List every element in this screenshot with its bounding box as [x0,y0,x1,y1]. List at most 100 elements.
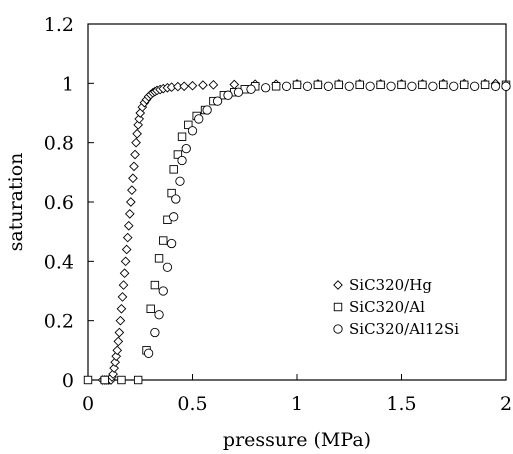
diamond-point [108,369,118,379]
legend-label: SiC320/Al12Si [349,320,459,338]
diamond-point [179,81,189,92]
circle-point [154,310,164,320]
diamond-point [119,268,130,279]
diamond-point [133,120,143,130]
circle-point [223,90,233,100]
series-circle [143,81,511,358]
diamond-point [198,80,208,90]
square-point [117,375,126,385]
square-point [100,375,109,385]
square-point [159,236,168,245]
diamond-point [126,197,136,207]
x-tick-label: 1.5 [386,393,416,415]
circle-point [246,84,256,94]
circle-point [323,81,333,91]
square-point [146,304,155,313]
square-point [83,375,93,385]
diamond-point [112,345,123,356]
square-point [150,280,160,290]
diamond-point [115,315,126,326]
circle-point [302,81,313,91]
diamond-point [208,79,219,90]
x-tick-label: 1 [291,393,303,415]
diamond-point [110,357,121,368]
square-point [167,188,176,198]
square-point [292,80,302,90]
circle-point [260,83,271,93]
circle-point [202,105,212,115]
y-tick-label: 0.4 [44,251,74,273]
diamond-point [130,149,140,160]
legend-label: SiC320/Hg [349,276,432,294]
diamond-point [229,79,240,90]
circle-point [143,348,154,358]
x-tick-label: 0 [82,393,94,415]
y-axis-title: saturation [5,153,27,252]
square-point [439,80,448,90]
legend-diamond-marker [333,280,343,290]
diamond-point [128,173,138,184]
y-tick-label: 1 [62,73,74,95]
square-point [133,375,143,385]
x-tick-label: 2 [500,393,512,415]
circle-point [469,81,480,91]
series-square [83,80,511,385]
square-point [184,120,193,130]
circle-point [365,81,375,91]
diamond-point [129,161,139,172]
diamond-point [124,209,135,219]
y-tick-label: 0.8 [44,133,74,155]
circle-point [194,114,204,124]
y-axis: 0 0.2 0.4 0.6 0.8 1 1.2 [44,14,94,392]
square-point [313,80,323,90]
series-diamond [97,78,501,385]
diamond-point [127,185,137,195]
circle-point [171,194,181,204]
square-point [397,80,406,90]
circle-point [233,87,244,97]
circle-point [490,81,501,91]
square-point [271,82,281,91]
diamond-point [135,108,146,118]
square-point [460,80,469,90]
x-axis-title: pressure (MPa) [223,429,371,451]
circle-point [169,212,179,222]
diamond-point [121,244,132,255]
square-point [355,80,364,90]
diamond-point [113,336,124,347]
legend-circle-marker [333,324,343,334]
y-tick-label: 0.6 [44,192,74,214]
diamond-point [117,292,128,302]
square-point [480,80,490,90]
circle-point [212,96,223,106]
y-tick-label: 1.2 [44,14,74,36]
circle-point [344,81,354,91]
circle-point [177,155,187,166]
circle-point [281,81,292,91]
diamond-point [187,80,198,91]
diamond-point [116,303,127,314]
legend: SiC320/Hg SiC320/Al SiC320/Al12Si [333,276,459,338]
circle-point [407,81,417,91]
circle-point [162,262,173,272]
circle-point [181,143,191,154]
data-series [83,78,511,385]
square-point [376,80,385,90]
diamond-point [132,128,142,139]
circle-point [150,327,160,338]
circle-point [449,81,459,91]
square-point [334,80,343,90]
circle-point [428,81,438,91]
circle-point [501,81,511,91]
diamond-point [109,363,119,373]
diamond-point [134,114,145,124]
diamond-point [131,137,141,148]
diamond-point [118,280,129,290]
square-point [177,132,187,141]
circle-point [166,238,177,249]
diamond-point [120,256,131,267]
square-point [418,80,427,90]
x-axis: 0 0.5 1 1.5 2 [82,374,512,415]
diamond-point [123,220,134,231]
